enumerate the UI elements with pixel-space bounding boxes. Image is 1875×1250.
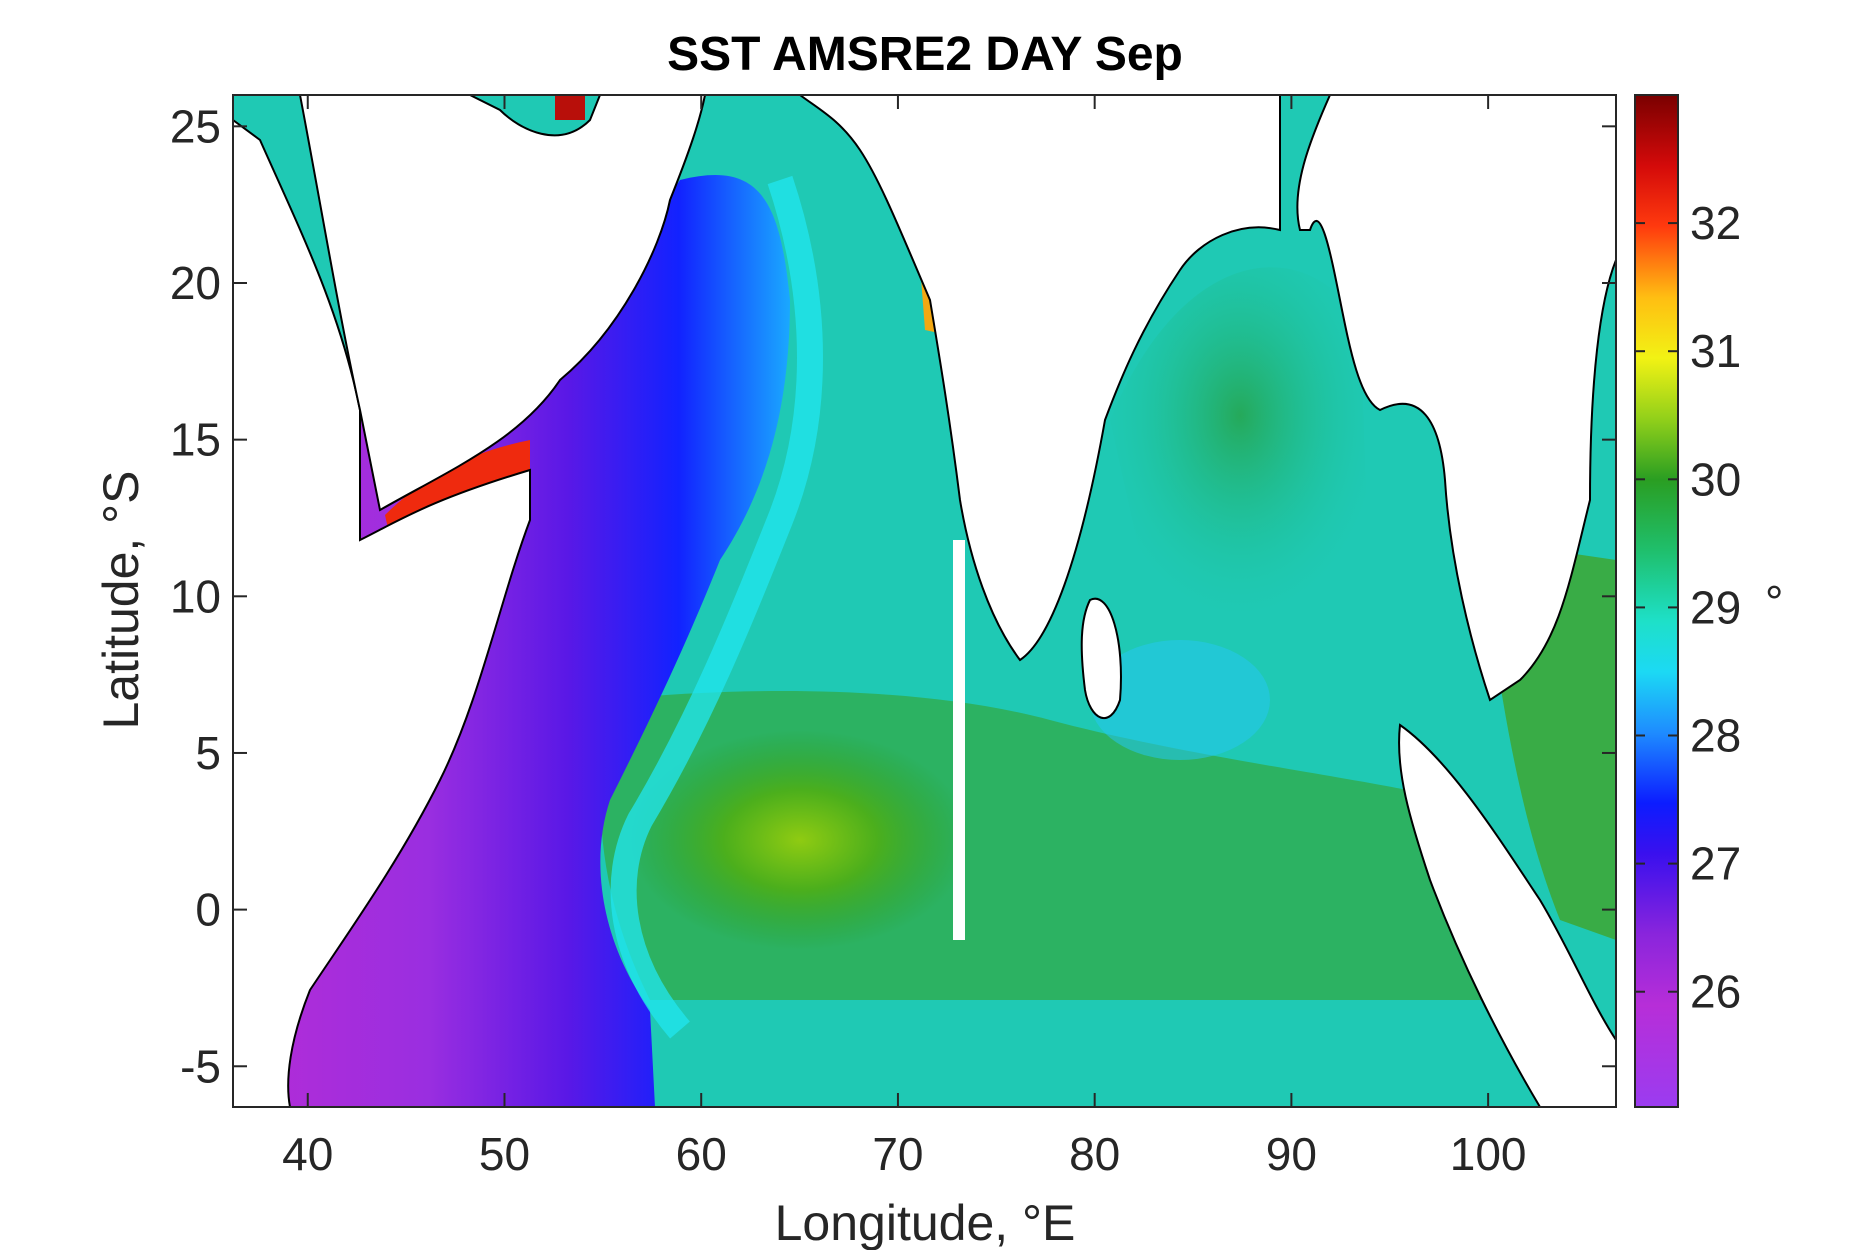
y-tick-label: -5 xyxy=(180,1040,221,1092)
y-tick-label: 15 xyxy=(170,414,221,466)
x-tick-label: 40 xyxy=(282,1128,333,1180)
y-tick-label: 0 xyxy=(195,884,221,936)
maldives-gap xyxy=(953,540,965,940)
x-tick-label: 90 xyxy=(1266,1128,1317,1180)
sri-lanka-cool-spot xyxy=(1090,640,1270,760)
colorbar-tick-label: 28 xyxy=(1690,710,1741,762)
colorbar-tick-label: 32 xyxy=(1690,197,1741,249)
y-tick-label: 25 xyxy=(170,100,221,152)
colorbar-tick-label: 31 xyxy=(1690,325,1741,377)
persian-gulf xyxy=(555,95,585,120)
x-tick-label: 100 xyxy=(1450,1128,1527,1180)
colorbar-ticks: 26 27 28 29 30 31 32 xyxy=(1635,197,1741,1018)
y-tick-label: 10 xyxy=(170,570,221,622)
arabia-land xyxy=(298,95,707,512)
colorbar xyxy=(1634,94,1679,1108)
y-tick-label: 5 xyxy=(195,727,221,779)
x-axis-ticks: 40 50 60 70 80 90 100 xyxy=(282,95,1527,1180)
india-land xyxy=(798,95,1281,662)
plot-area-frame xyxy=(232,94,1617,1108)
x-axis-label: Longitude, °E xyxy=(775,1195,1076,1250)
x-tick-label: 60 xyxy=(676,1128,727,1180)
colorbar-tick-label: 27 xyxy=(1690,838,1741,890)
southeast-asia-land xyxy=(1296,95,1616,702)
x-tick-label: 70 xyxy=(872,1128,923,1180)
y-tick-label: 20 xyxy=(170,257,221,309)
sumatra-land xyxy=(1398,723,1616,1107)
colorbar-tick-label: 26 xyxy=(1690,966,1741,1018)
cyan-front xyxy=(610,175,823,1039)
sst-field xyxy=(233,95,1616,1107)
equatorial-warm-pool xyxy=(630,730,970,950)
chart-title: SST AMSRE2 DAY Sep xyxy=(667,28,1183,81)
colorbar-tick-label: 29 xyxy=(1690,581,1741,633)
y-axis-label: Latitude, °S xyxy=(93,470,149,729)
y-axis-ticks: -5 0 5 10 15 20 25 xyxy=(170,100,1616,1092)
bay-of-bengal-field xyxy=(1110,267,1370,638)
colorbar-tick-label: 30 xyxy=(1690,453,1741,505)
land xyxy=(233,95,1616,1107)
x-tick-label: 80 xyxy=(1069,1128,1120,1180)
colorbar-label: ° xyxy=(1765,576,1783,628)
africa-land xyxy=(233,95,531,1107)
sri-lanka-land xyxy=(1080,597,1122,720)
x-tick-label: 50 xyxy=(479,1128,530,1180)
